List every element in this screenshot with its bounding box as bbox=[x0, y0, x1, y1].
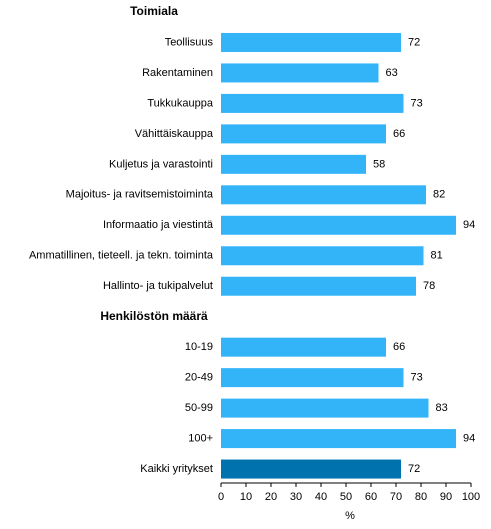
category-label: Kaikki yritykset bbox=[140, 463, 213, 475]
group-header: Toimiala bbox=[130, 4, 178, 18]
bar bbox=[221, 429, 456, 449]
value-label: 72 bbox=[408, 36, 420, 48]
category-label: Vähittäiskauppa bbox=[135, 128, 214, 140]
bar bbox=[221, 246, 424, 266]
x-tick-label: 10 bbox=[240, 491, 252, 503]
bar bbox=[221, 368, 404, 388]
value-label: 73 bbox=[411, 372, 423, 384]
x-tick-label: 40 bbox=[315, 491, 327, 503]
category-label: Kuljetus ja varastointi bbox=[109, 158, 213, 170]
value-label: 94 bbox=[463, 432, 475, 444]
category-label: Hallinto- ja tukipalvelut bbox=[103, 280, 213, 292]
value-label: 72 bbox=[408, 463, 420, 475]
value-label: 82 bbox=[433, 189, 445, 201]
x-axis-label: % bbox=[345, 510, 355, 522]
bar bbox=[221, 459, 401, 479]
bar bbox=[221, 154, 366, 174]
x-tick-label: 50 bbox=[340, 491, 352, 503]
category-label: Tukkukauppa bbox=[147, 97, 214, 109]
value-label: 63 bbox=[386, 67, 398, 79]
x-tick-label: 0 bbox=[218, 491, 224, 503]
value-label: 66 bbox=[393, 128, 405, 140]
value-label: 83 bbox=[436, 402, 448, 414]
bar bbox=[221, 337, 386, 357]
bar bbox=[221, 32, 401, 52]
category-label: Rakentaminen bbox=[142, 67, 213, 79]
category-label: Teollisuus bbox=[165, 36, 214, 48]
value-label: 66 bbox=[393, 341, 405, 353]
value-label: 94 bbox=[463, 219, 475, 231]
category-label: Majoitus- ja ravitsemistoiminta bbox=[66, 189, 214, 201]
value-label: 81 bbox=[431, 250, 443, 262]
bar bbox=[221, 63, 379, 83]
bar bbox=[221, 215, 456, 235]
x-tick-label: 30 bbox=[290, 491, 302, 503]
category-label: Ammatillinen, tieteell. ja tekn. toimint… bbox=[29, 250, 214, 262]
x-tick-label: 70 bbox=[390, 491, 402, 503]
bar bbox=[221, 398, 429, 418]
x-tick-label: 80 bbox=[415, 491, 427, 503]
value-label: 58 bbox=[373, 158, 385, 170]
bar bbox=[221, 185, 426, 205]
value-label: 73 bbox=[411, 97, 423, 109]
category-label: 20-49 bbox=[185, 372, 213, 384]
bar bbox=[221, 276, 416, 296]
value-label: 78 bbox=[423, 280, 435, 292]
category-label: Informaatio ja viestintä bbox=[103, 219, 214, 231]
category-label: 50-99 bbox=[185, 402, 213, 414]
x-tick-label: 20 bbox=[265, 491, 277, 503]
x-tick-label: 90 bbox=[440, 491, 452, 503]
category-label: 10-19 bbox=[185, 341, 213, 353]
group-header: Henkilöstön määrä bbox=[100, 309, 208, 323]
category-label: 100+ bbox=[188, 432, 213, 444]
bar bbox=[221, 93, 404, 113]
x-tick-label: 100 bbox=[462, 491, 480, 503]
x-tick-label: 60 bbox=[365, 491, 377, 503]
bar bbox=[221, 124, 386, 144]
